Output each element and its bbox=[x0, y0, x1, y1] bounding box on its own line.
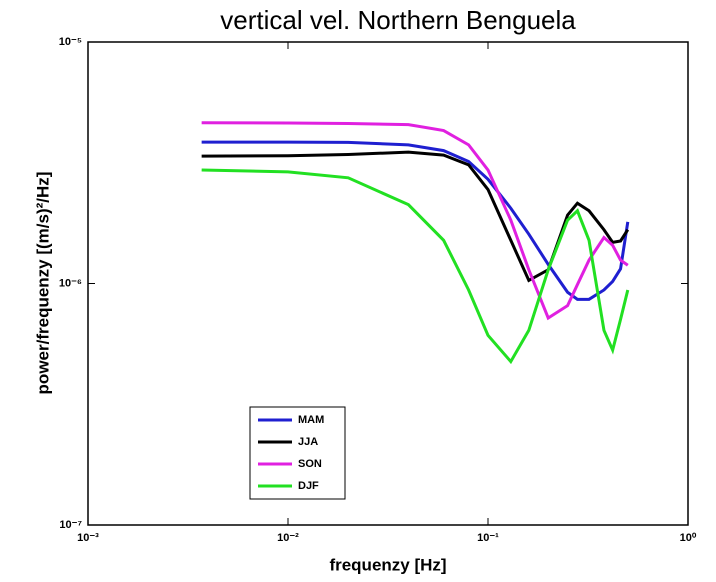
x-tick-label: 10⁻³ bbox=[77, 532, 99, 544]
y-tick-label: 10⁻⁶ bbox=[59, 277, 82, 289]
line-series bbox=[201, 168, 630, 365]
line-series bbox=[201, 121, 629, 321]
x-tick-label: 10⁻¹ bbox=[477, 532, 499, 544]
x-tick-label: 10⁰ bbox=[680, 532, 697, 544]
plot-frame bbox=[87, 41, 689, 526]
chart-title: vertical vel. Northern Benguela bbox=[220, 5, 576, 35]
y-axis-label: power/frequenzy [(m/s)²/Hz] bbox=[33, 172, 52, 395]
x-axis-label: frequenzy [Hz] bbox=[329, 555, 446, 574]
line-series bbox=[201, 140, 630, 301]
legend-label: DJF bbox=[298, 480, 319, 492]
y-tick-label: 10⁻⁵ bbox=[59, 36, 82, 48]
legend-label: JJA bbox=[298, 436, 318, 448]
legend-label: MAM bbox=[298, 414, 324, 426]
legend-label: SON bbox=[298, 458, 322, 470]
line-series bbox=[201, 150, 630, 283]
legend-box bbox=[249, 406, 346, 500]
x-tick-label: 10⁻² bbox=[277, 532, 299, 544]
y-tick-label: 10⁻⁷ bbox=[59, 519, 82, 531]
